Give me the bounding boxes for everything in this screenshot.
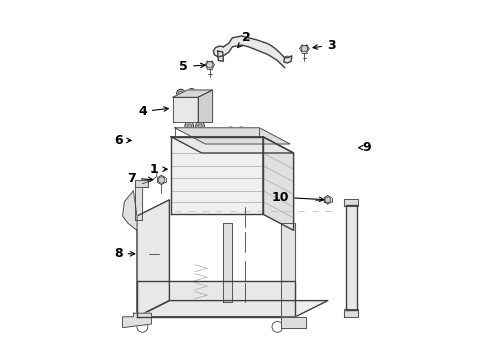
Polygon shape	[218, 51, 223, 61]
Bar	[347, 271, 355, 277]
Circle shape	[301, 45, 308, 52]
Bar	[153, 304, 173, 313]
Bar	[178, 304, 193, 313]
Polygon shape	[137, 301, 328, 317]
Text: 2: 2	[238, 31, 251, 48]
Polygon shape	[344, 199, 358, 206]
Ellipse shape	[187, 303, 231, 310]
Text: 9: 9	[359, 141, 371, 154]
Polygon shape	[346, 205, 357, 310]
Polygon shape	[284, 56, 292, 63]
Circle shape	[176, 89, 185, 98]
Polygon shape	[198, 90, 213, 122]
Circle shape	[158, 177, 165, 183]
Polygon shape	[270, 45, 274, 58]
Polygon shape	[261, 41, 267, 54]
Polygon shape	[175, 128, 290, 144]
Text: 1: 1	[150, 163, 167, 176]
Polygon shape	[267, 43, 270, 56]
Circle shape	[272, 321, 283, 332]
Circle shape	[226, 127, 235, 136]
Circle shape	[141, 251, 147, 257]
Circle shape	[137, 293, 148, 304]
Polygon shape	[122, 191, 137, 230]
Text: 6: 6	[114, 134, 131, 147]
Polygon shape	[263, 137, 294, 230]
Circle shape	[218, 53, 223, 59]
Polygon shape	[232, 36, 242, 47]
Polygon shape	[137, 200, 170, 317]
Polygon shape	[135, 180, 148, 187]
Bar	[347, 242, 355, 248]
Text: 10: 10	[271, 191, 324, 204]
Circle shape	[178, 91, 183, 96]
Polygon shape	[281, 54, 285, 68]
Circle shape	[198, 124, 202, 128]
Circle shape	[137, 321, 148, 332]
Circle shape	[206, 62, 213, 68]
Circle shape	[272, 293, 283, 304]
Text: 5: 5	[179, 60, 205, 73]
Circle shape	[228, 129, 233, 134]
Circle shape	[285, 56, 291, 62]
Circle shape	[139, 249, 149, 259]
Polygon shape	[213, 46, 223, 57]
Circle shape	[237, 127, 245, 136]
Polygon shape	[274, 48, 277, 60]
Circle shape	[187, 89, 196, 97]
Bar	[347, 291, 355, 297]
Text: 3: 3	[313, 39, 336, 51]
Text: 8: 8	[114, 247, 135, 260]
Polygon shape	[256, 40, 261, 52]
Polygon shape	[277, 50, 281, 64]
Polygon shape	[135, 184, 143, 220]
Polygon shape	[281, 317, 306, 328]
Polygon shape	[281, 223, 295, 317]
Polygon shape	[344, 309, 358, 317]
Circle shape	[189, 90, 194, 95]
Text: 4: 4	[138, 105, 168, 118]
Polygon shape	[242, 36, 248, 47]
Bar	[175, 208, 259, 214]
Circle shape	[325, 197, 331, 203]
Circle shape	[187, 124, 192, 128]
Polygon shape	[248, 38, 256, 50]
Polygon shape	[223, 223, 232, 302]
Bar	[187, 102, 196, 118]
Bar	[175, 102, 185, 118]
Text: 7: 7	[127, 172, 153, 185]
Circle shape	[196, 122, 204, 130]
Polygon shape	[137, 281, 295, 317]
Bar	[347, 213, 355, 220]
Polygon shape	[173, 97, 198, 122]
Polygon shape	[223, 43, 229, 56]
Polygon shape	[173, 90, 213, 97]
Polygon shape	[229, 38, 232, 52]
Circle shape	[185, 122, 194, 130]
Polygon shape	[122, 313, 151, 328]
Bar	[347, 206, 355, 212]
Polygon shape	[171, 137, 263, 214]
Polygon shape	[171, 137, 294, 153]
Circle shape	[239, 129, 244, 134]
